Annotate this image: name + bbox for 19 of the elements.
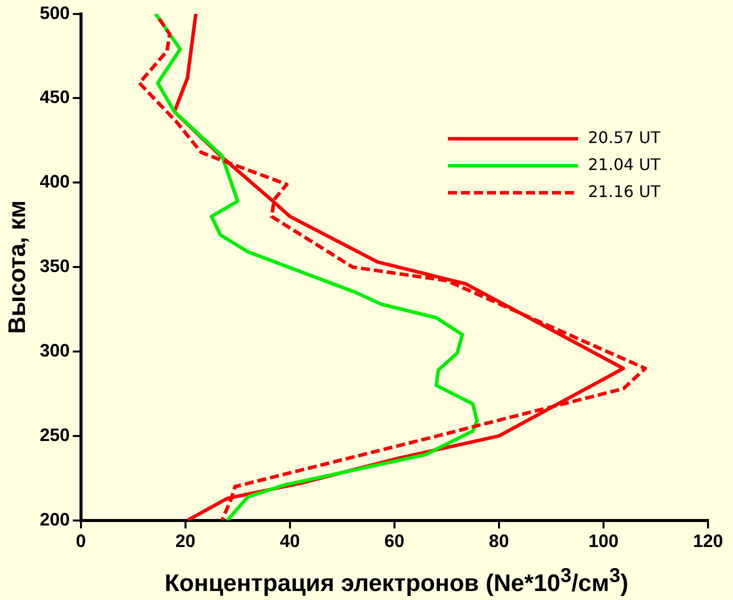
text: 21.16 UT	[588, 182, 661, 201]
text: 20.57 UT	[588, 128, 661, 147]
y-tick-label: 350	[40, 256, 70, 276]
text: 21.04 UT	[588, 154, 661, 174]
x-tick-label: 60	[384, 531, 404, 552]
x-axis-title: Концентрация электронов (Ne*10$^{3}$/см$^{3}$)	[164, 564, 630, 599]
x-tick-label: 40	[280, 531, 300, 552]
y-tick-label: 400	[40, 172, 70, 192]
x-tick-label: 120	[692, 531, 724, 552]
y-tick-label: 500	[40, 2, 70, 23]
x-tick-label: 20	[175, 531, 196, 552]
x-tick-label: 80	[488, 531, 509, 552]
y-axis-title: Высота, км	[4, 200, 32, 334]
y-tick-label: 250	[40, 424, 70, 445]
y-tick-label: 200	[40, 509, 70, 530]
y-tick-label: 450	[40, 87, 70, 108]
x-tick-label: 0	[76, 531, 86, 552]
y-tick-label: 300	[40, 340, 70, 360]
x-tick-label: 100	[588, 531, 618, 552]
